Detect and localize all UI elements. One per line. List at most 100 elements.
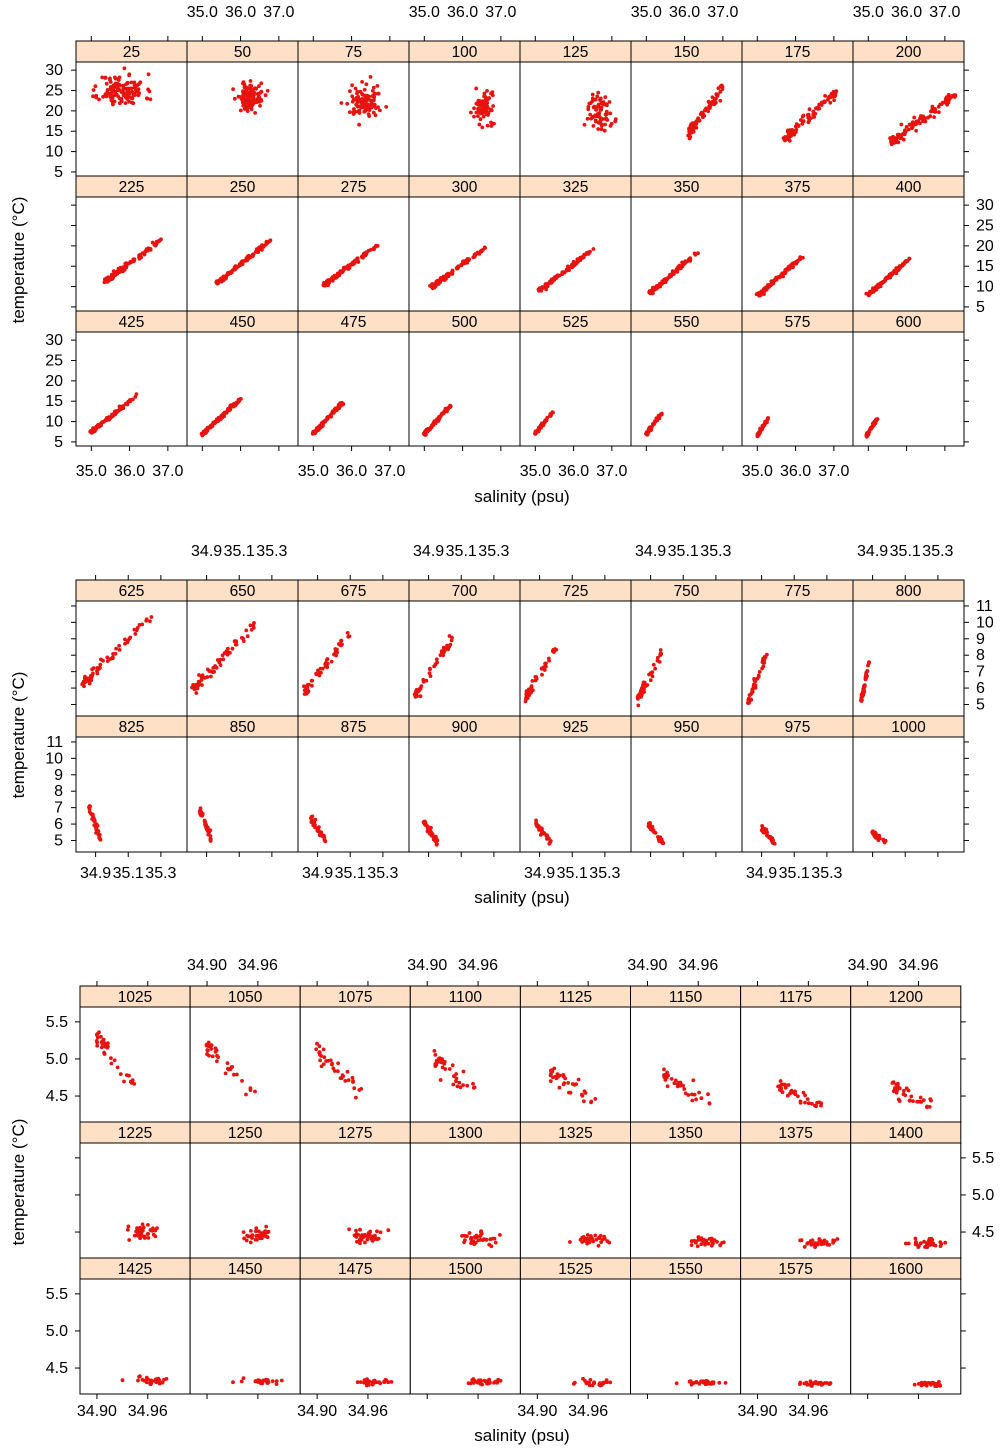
point <box>769 279 774 284</box>
point <box>110 412 114 417</box>
point <box>444 408 449 412</box>
point <box>200 683 204 687</box>
point <box>317 1050 322 1055</box>
ylabel-1: temperature (°C) <box>9 197 28 324</box>
point <box>814 106 818 111</box>
point <box>255 98 259 103</box>
point <box>128 398 133 402</box>
point <box>250 1236 254 1240</box>
point <box>711 1381 715 1386</box>
points-1525 <box>571 1376 613 1388</box>
point <box>576 1077 581 1082</box>
point <box>97 97 101 102</box>
point <box>331 1066 336 1071</box>
panel-1575: 1575 34.90 34.96 <box>738 1257 852 1420</box>
point <box>274 1382 279 1386</box>
points-150 <box>686 83 725 141</box>
point <box>873 835 878 840</box>
point <box>674 1381 679 1386</box>
point <box>785 266 790 271</box>
points-925 <box>534 818 553 846</box>
point <box>700 113 705 118</box>
point <box>109 1056 113 1060</box>
point <box>208 828 213 833</box>
point <box>242 1236 247 1241</box>
point <box>242 107 247 111</box>
point <box>823 100 827 104</box>
point <box>692 1238 697 1243</box>
point <box>538 286 543 291</box>
point <box>467 1231 472 1235</box>
plot-area-950 <box>630 736 743 853</box>
point <box>918 1095 923 1100</box>
panel-1525: 1525 34.90 34.96 <box>517 1257 632 1420</box>
point <box>98 837 102 842</box>
point <box>429 423 434 428</box>
point <box>241 1230 246 1234</box>
point <box>937 1383 942 1387</box>
point <box>756 673 761 678</box>
panel-325: 325 <box>519 175 632 312</box>
point <box>120 404 124 409</box>
y-tick-label-left: 10 <box>45 750 63 767</box>
point <box>487 1242 492 1247</box>
strip-label-500: 500 <box>452 314 478 331</box>
plot-area-275 <box>297 196 410 312</box>
point <box>238 108 243 113</box>
point <box>157 238 162 243</box>
point <box>334 275 339 280</box>
points-250 <box>214 238 273 286</box>
point <box>112 412 117 417</box>
point <box>246 1234 251 1239</box>
point <box>938 1240 943 1245</box>
point <box>196 682 201 687</box>
y-tick-label-right: 5 <box>976 299 985 316</box>
point <box>919 1381 924 1386</box>
point <box>657 839 662 843</box>
point <box>132 1082 137 1086</box>
points-1225 <box>126 1222 159 1242</box>
point <box>757 670 762 674</box>
point <box>328 1058 333 1063</box>
point <box>118 1072 123 1076</box>
point <box>135 83 140 87</box>
point <box>480 107 484 112</box>
point <box>335 1069 340 1074</box>
point <box>706 1092 710 1097</box>
point <box>144 617 149 622</box>
point <box>372 1378 377 1383</box>
point <box>607 1240 612 1245</box>
point <box>562 1081 567 1086</box>
point <box>707 1101 712 1106</box>
point <box>323 839 328 844</box>
y-tick-label-left: 10 <box>45 414 63 431</box>
point <box>643 684 648 688</box>
y-tick-label-left: 20 <box>45 373 63 390</box>
point <box>352 107 356 111</box>
point <box>418 694 423 699</box>
point <box>441 653 445 658</box>
plot-area-1475 <box>299 1278 411 1395</box>
plot-area-1250 <box>189 1142 301 1259</box>
point <box>82 676 87 681</box>
point <box>126 95 130 100</box>
point <box>794 127 799 132</box>
x-tick-label-top: 34.96 <box>898 957 938 974</box>
point <box>374 106 378 110</box>
point <box>222 410 227 415</box>
point <box>302 684 306 689</box>
point <box>135 1226 139 1231</box>
plot-area-700 <box>408 600 521 717</box>
plot-area-350 <box>630 196 743 312</box>
point <box>478 117 483 122</box>
point <box>384 105 389 109</box>
point <box>373 1233 377 1238</box>
point <box>580 1235 585 1240</box>
point <box>157 1381 162 1386</box>
x-tick-label-top: 35.1 <box>668 543 699 560</box>
point <box>439 1060 444 1065</box>
point <box>916 119 921 123</box>
point <box>87 807 92 811</box>
